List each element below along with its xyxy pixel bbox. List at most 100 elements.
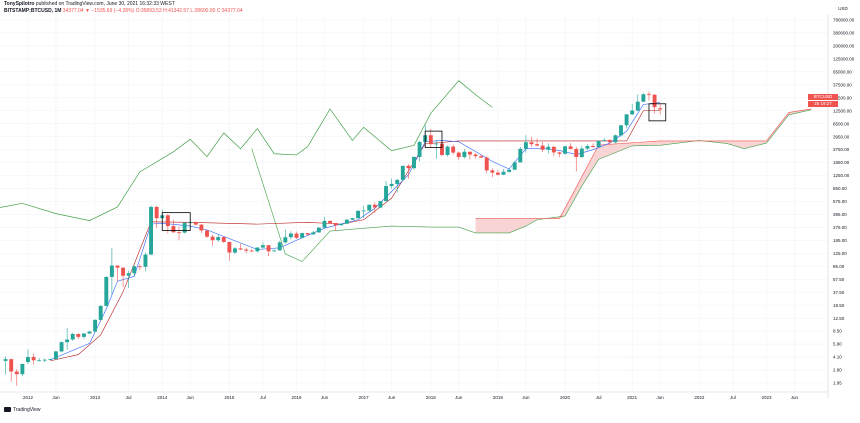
candle-body <box>613 135 618 143</box>
candle-body <box>529 142 534 145</box>
candle-body <box>255 247 260 252</box>
span-b-line <box>475 108 812 219</box>
y-tick-label: 12500.00 <box>833 108 852 113</box>
candle-body <box>350 218 355 220</box>
candle-body <box>428 135 433 145</box>
x-tick-label: 2016 <box>292 395 303 400</box>
grid <box>0 14 828 392</box>
countdown-text: 26 19:27 <box>814 101 832 106</box>
candle-body <box>132 266 137 274</box>
indicator-lines <box>0 80 812 362</box>
candle-body <box>205 230 209 237</box>
x-tick-label: 2019 <box>493 395 504 400</box>
candle-body <box>137 266 142 268</box>
symbol-name[interactable]: BITSTAMP:BTCUSD, 1M <box>4 8 62 14</box>
candle-body <box>53 351 58 360</box>
candle-body <box>647 94 651 96</box>
candle-body <box>42 359 47 361</box>
x-tick-label: 2014 <box>157 395 168 400</box>
candle-body <box>76 334 81 337</box>
candle-body <box>400 165 405 180</box>
candle-body <box>574 148 579 157</box>
candle-body <box>104 276 109 306</box>
candle-body <box>501 171 506 175</box>
candle-body <box>479 156 484 158</box>
x-tick-label: 2022 <box>694 395 705 400</box>
candle-body <box>395 179 400 184</box>
tradingview-brand[interactable]: TradingView <box>4 407 41 413</box>
candle-body <box>546 146 551 150</box>
candle-body <box>557 152 562 154</box>
countdown-tag: 26 19:27 <box>808 101 838 107</box>
candle-body <box>294 233 299 238</box>
axis-currency-label: USD <box>838 6 848 11</box>
candle-body <box>87 331 92 334</box>
candle-body <box>283 237 288 243</box>
candle-body <box>98 305 103 320</box>
candle-body <box>490 170 495 173</box>
candle-body <box>154 206 159 219</box>
publish-info: published on TradingView.com, June 30, 2… <box>35 1 175 7</box>
y-tick-label: 85.00 <box>833 264 845 269</box>
candle-body <box>512 162 517 170</box>
candle-body <box>641 94 646 102</box>
x-tick-label: 2023 <box>761 395 772 400</box>
candle-body <box>272 250 277 252</box>
candle-body <box>48 359 53 360</box>
y-tick-label: 1.95 <box>833 381 842 386</box>
y-tick-label: 780000.00 <box>833 18 855 23</box>
candle-body <box>384 186 388 202</box>
x-tick-label: 2018 <box>426 395 437 400</box>
candle-body <box>630 110 635 115</box>
candle-body <box>238 248 243 250</box>
y-tick-label: 3750.00 <box>833 147 850 152</box>
candle-body <box>316 227 321 233</box>
candle-body <box>451 146 456 153</box>
candle-body <box>65 339 70 343</box>
candle-body <box>311 232 316 235</box>
x-tick-label: Jul <box>260 395 266 400</box>
candle-body <box>412 156 416 169</box>
candle-body <box>227 241 232 253</box>
candle-body <box>37 360 42 362</box>
candle-body <box>210 236 215 241</box>
candle-body <box>406 165 411 169</box>
x-tick-label: Jun <box>321 395 329 400</box>
candle-body <box>440 143 444 155</box>
y-tick-label: 12.50 <box>833 316 845 321</box>
candle-body <box>109 265 114 277</box>
symbol-line: BITSTAMP:BTCUSD, 1M 34377.04 ▼ −1535.69 … <box>4 8 243 14</box>
tradingview-logo-icon <box>4 407 11 413</box>
x-tick-label: Jun <box>791 395 799 400</box>
y-tick-label: 275.00 <box>833 225 847 230</box>
annotation-box <box>648 103 667 122</box>
candle-body <box>26 357 30 363</box>
x-tick-label: 2021 <box>627 395 638 400</box>
candle-body <box>221 237 226 242</box>
x-tick-label: Jul <box>596 395 602 400</box>
candle-body <box>177 232 181 234</box>
last-price-tag: BTCUSD 34377.04 <box>808 94 838 105</box>
y-tick-label: 8.50 <box>833 329 842 334</box>
annotation-box <box>424 130 443 148</box>
candle-body <box>658 108 663 110</box>
y-tick-label: 1250.00 <box>833 173 850 178</box>
candle-body <box>467 151 472 155</box>
candle-body <box>31 357 36 361</box>
y-tick-label: 18500.00 <box>833 95 852 100</box>
tenkan-line <box>50 102 661 361</box>
author-name[interactable]: TonySpilotro <box>4 1 35 7</box>
y-tick-label: 3950.00 <box>833 134 850 139</box>
candle-body <box>260 245 265 248</box>
candle-body <box>507 169 512 172</box>
chikou-span-line <box>0 80 493 221</box>
x-tick-label: Jun <box>388 395 396 400</box>
candle-body <box>121 267 126 276</box>
candle-body <box>171 226 176 233</box>
candle-body <box>305 233 310 235</box>
candle-body <box>361 210 366 212</box>
candle-body <box>9 359 14 372</box>
candle-body <box>563 146 568 154</box>
